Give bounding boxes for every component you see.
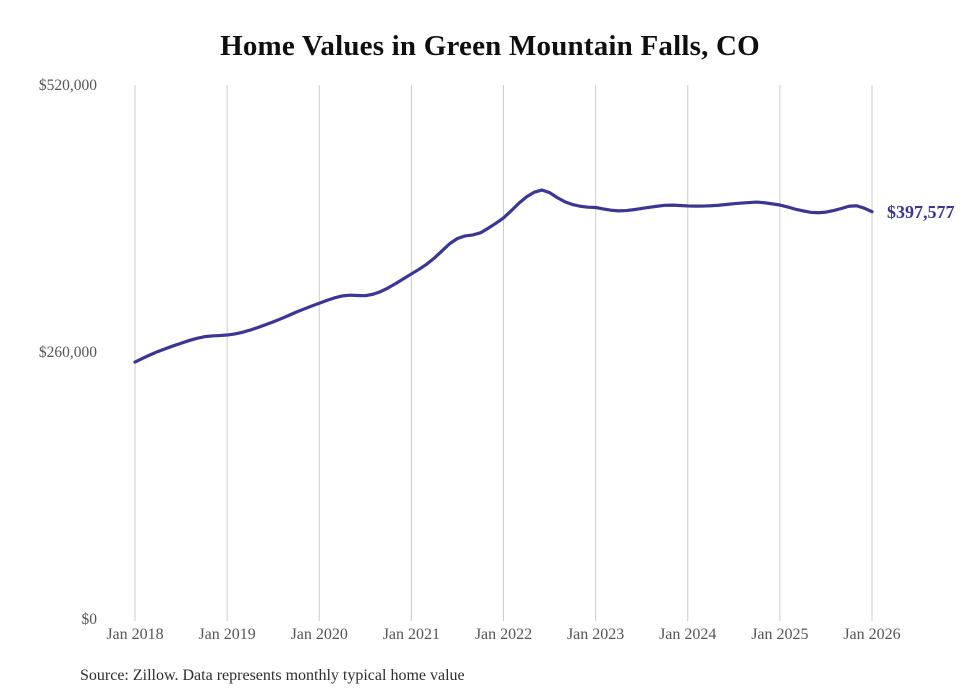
y-axis-tick-label: $260,000 [38,344,97,361]
x-axis-tick-label: Jan 2025 [751,626,809,643]
x-axis-tick-label: Jan 2021 [382,626,441,643]
x-axis-tick-label: Jan 2019 [198,626,256,643]
chart-title: Home Values in Green Mountain Falls, CO [220,30,760,62]
y-axis-tick-label: $520,000 [38,77,97,94]
x-axis-tick-label: Jan 2024 [659,626,717,643]
x-axis-tick-label: Jan 2026 [843,626,901,643]
chart-line [133,188,874,364]
x-axis-tick-label: Jan 2023 [566,626,625,643]
x-axis-tick-label: Jan 2018 [106,626,164,643]
y-axis-tick-label: $0 [81,611,98,628]
latest-value-label: $397,577 [887,201,955,222]
source-note: Source: Zillow. Data represents monthly … [80,667,465,684]
x-axis-tick-label: Jan 2020 [290,626,348,643]
x-axis-tick-label: Jan 2022 [474,626,533,643]
